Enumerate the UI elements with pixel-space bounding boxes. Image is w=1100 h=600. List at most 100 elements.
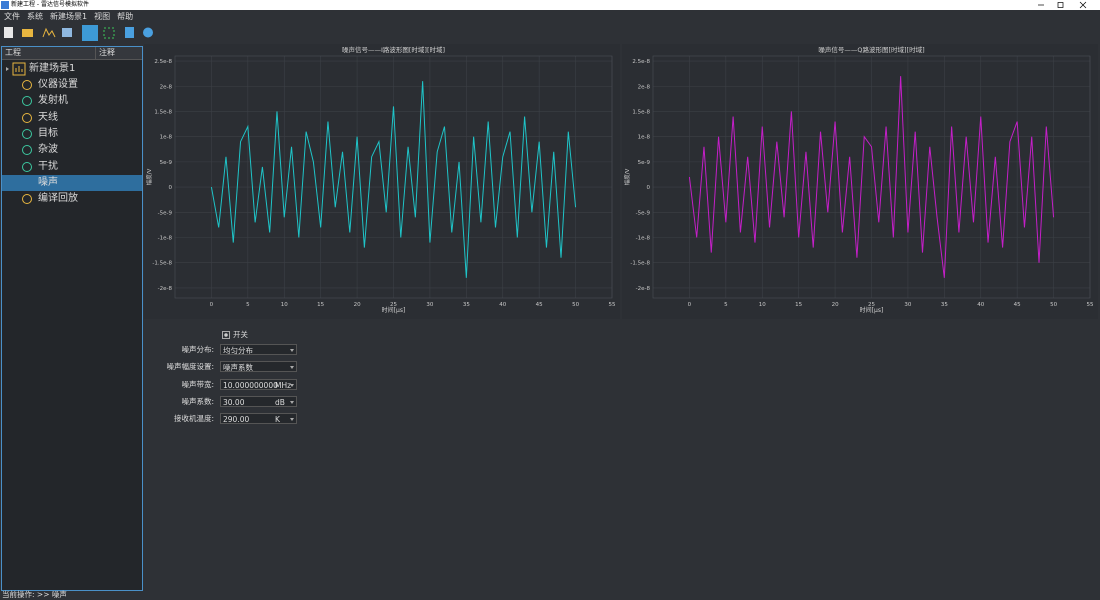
- x-tick-label: 0: [688, 302, 692, 308]
- x-tick-label: 35: [463, 302, 470, 308]
- menu-item[interactable]: 帮助: [117, 12, 134, 21]
- tree-item[interactable]: 发射机: [2, 93, 142, 109]
- y-axis-label: 幅度/V: [623, 168, 631, 185]
- tree-icon: [22, 161, 32, 172]
- spin-box[interactable]: 30.00 dB: [220, 395, 297, 407]
- y-tick-label: 2e-8: [160, 84, 173, 90]
- x-tick-label: 25: [390, 302, 397, 308]
- spin-box[interactable]: 10.000000000 MHz: [220, 378, 297, 390]
- y-tick-label: -1.5e-8: [152, 261, 172, 267]
- x-axis-label: 时间[μs]: [382, 306, 406, 314]
- tree-item[interactable]: 天线: [2, 110, 142, 126]
- x-tick-label: 55: [1087, 302, 1094, 308]
- combo-box[interactable]: 均匀分布: [220, 344, 297, 355]
- y-tick-label: 0: [647, 185, 651, 191]
- y-tick-label: 1e-8: [160, 135, 173, 141]
- y-tick-label: -1e-8: [636, 236, 651, 242]
- x-tick-label: 15: [795, 302, 802, 308]
- x-tick-label: 5: [724, 302, 728, 308]
- window-title: 新建工程 - 雷达信号模拟软件: [11, 1, 89, 8]
- tree-item[interactable]: 目标: [2, 126, 142, 142]
- x-tick-label: 45: [1014, 302, 1021, 308]
- plot-frame: [652, 55, 1091, 299]
- tree-item[interactable]: 干扰: [2, 159, 142, 175]
- tree-icon: [22, 194, 32, 205]
- x-tick-label: 15: [317, 302, 324, 308]
- status-value: >> 噪声: [36, 590, 67, 599]
- tree-header: 注释: [96, 47, 142, 60]
- tool-wave[interactable]: [42, 27, 56, 38]
- signal-line: [688, 76, 1055, 278]
- tool-open[interactable]: [22, 29, 33, 37]
- chart-background: [622, 44, 1098, 319]
- tool-info[interactable]: [143, 27, 153, 38]
- field-label: 噪声带宽:: [181, 379, 214, 389]
- switch-checkbox[interactable]: 开关: [222, 330, 248, 340]
- x-tick-label: 35: [941, 302, 948, 308]
- plot-frame: [174, 55, 613, 299]
- tree-icon: [22, 145, 32, 156]
- tool-select[interactable]: [82, 25, 98, 41]
- field-label: 噪声分布:: [181, 345, 214, 354]
- dropdown-arrow: [290, 418, 294, 422]
- menu-item[interactable]: 文件: [4, 12, 20, 21]
- field-unit: K: [275, 415, 280, 425]
- chart-background: [144, 44, 620, 319]
- x-tick-label: 20: [354, 302, 361, 308]
- tree-header: 工程: [2, 47, 96, 60]
- root-icon: [6, 62, 26, 76]
- switch-label: 开关: [233, 330, 248, 339]
- tree-item[interactable]: 杂波: [2, 142, 142, 158]
- status-label: 当前操作:: [2, 590, 35, 599]
- tree-label: 天线: [38, 111, 58, 123]
- y-tick-label: -5e-9: [158, 210, 173, 216]
- tool-fit[interactable]: [103, 27, 115, 39]
- app-icon: [1, 1, 9, 9]
- tree-icon: [22, 128, 32, 139]
- y-tick-label: 2.5e-8: [154, 59, 172, 65]
- menu-item[interactable]: 视图: [94, 12, 111, 21]
- x-tick-label: 0: [210, 302, 214, 308]
- y-tick-label: 1e-8: [638, 135, 651, 141]
- menu-item[interactable]: 系统: [27, 12, 43, 21]
- tree-root[interactable]: 新建场景1: [2, 61, 142, 77]
- y-axis-label: 幅度/V: [145, 168, 153, 185]
- tree-item[interactable]: 仪器设置: [2, 77, 142, 93]
- y-tick-label: 1.5e-8: [154, 109, 172, 115]
- tool-calc[interactable]: [125, 27, 134, 38]
- x-tick-label: 55: [609, 302, 616, 308]
- tree-label: 杂波: [38, 144, 58, 156]
- tree-label: 干扰: [38, 160, 58, 172]
- x-tick-label: 10: [759, 302, 766, 308]
- y-tick-label: -1e-8: [158, 236, 173, 242]
- y-tick-label: -2e-8: [636, 286, 651, 292]
- field-value: 30.00: [223, 397, 245, 407]
- menu-item[interactable]: 新建场景1: [50, 12, 88, 21]
- x-tick-label: 45: [536, 302, 543, 308]
- tree-label: 仪器设置: [38, 79, 78, 90]
- x-tick-label: 30: [904, 302, 911, 308]
- x-tick-label: 20: [832, 302, 839, 308]
- noise-form: 开关 噪声分布: 均匀分布 噪声幅度设置: 噪声系数 噪声带宽: 10.000000000 M…: [144, 330, 544, 430]
- field-value: 290.00: [223, 415, 250, 425]
- y-tick-label: -5e-9: [636, 210, 651, 216]
- spin-box[interactable]: 290.00 K: [220, 413, 297, 425]
- tree-item[interactable]: 噪声: [2, 174, 142, 191]
- field-unit: MHz: [275, 380, 292, 390]
- tree-label: 新建场景1: [29, 63, 76, 74]
- x-axis-label: 时间[μs]: [860, 306, 884, 314]
- toolbar: [4, 25, 153, 41]
- chart-title: 噪声信号——I路波形图[时域][时域]: [342, 45, 445, 54]
- window-controls[interactable]: [1034, 0, 1094, 10]
- field-label: 接收机温度:: [173, 414, 214, 424]
- x-tick-label: 30: [426, 302, 433, 308]
- tool-export[interactable]: [62, 28, 72, 37]
- tool-new[interactable]: [4, 27, 13, 38]
- dropdown-arrow: [290, 366, 294, 370]
- dropdown-arrow: [290, 383, 294, 387]
- tree-item[interactable]: 编译回放: [2, 191, 142, 207]
- combo-box[interactable]: 噪声系数: [220, 361, 297, 373]
- chart-panel: 噪声信号——I路波形图[时域][时域] 时间[μs] 幅度/V -2e-8 -1.5e-…: [144, 44, 620, 319]
- y-tick-label: 1.5e-8: [632, 109, 650, 115]
- tree-label: 发射机: [38, 95, 68, 107]
